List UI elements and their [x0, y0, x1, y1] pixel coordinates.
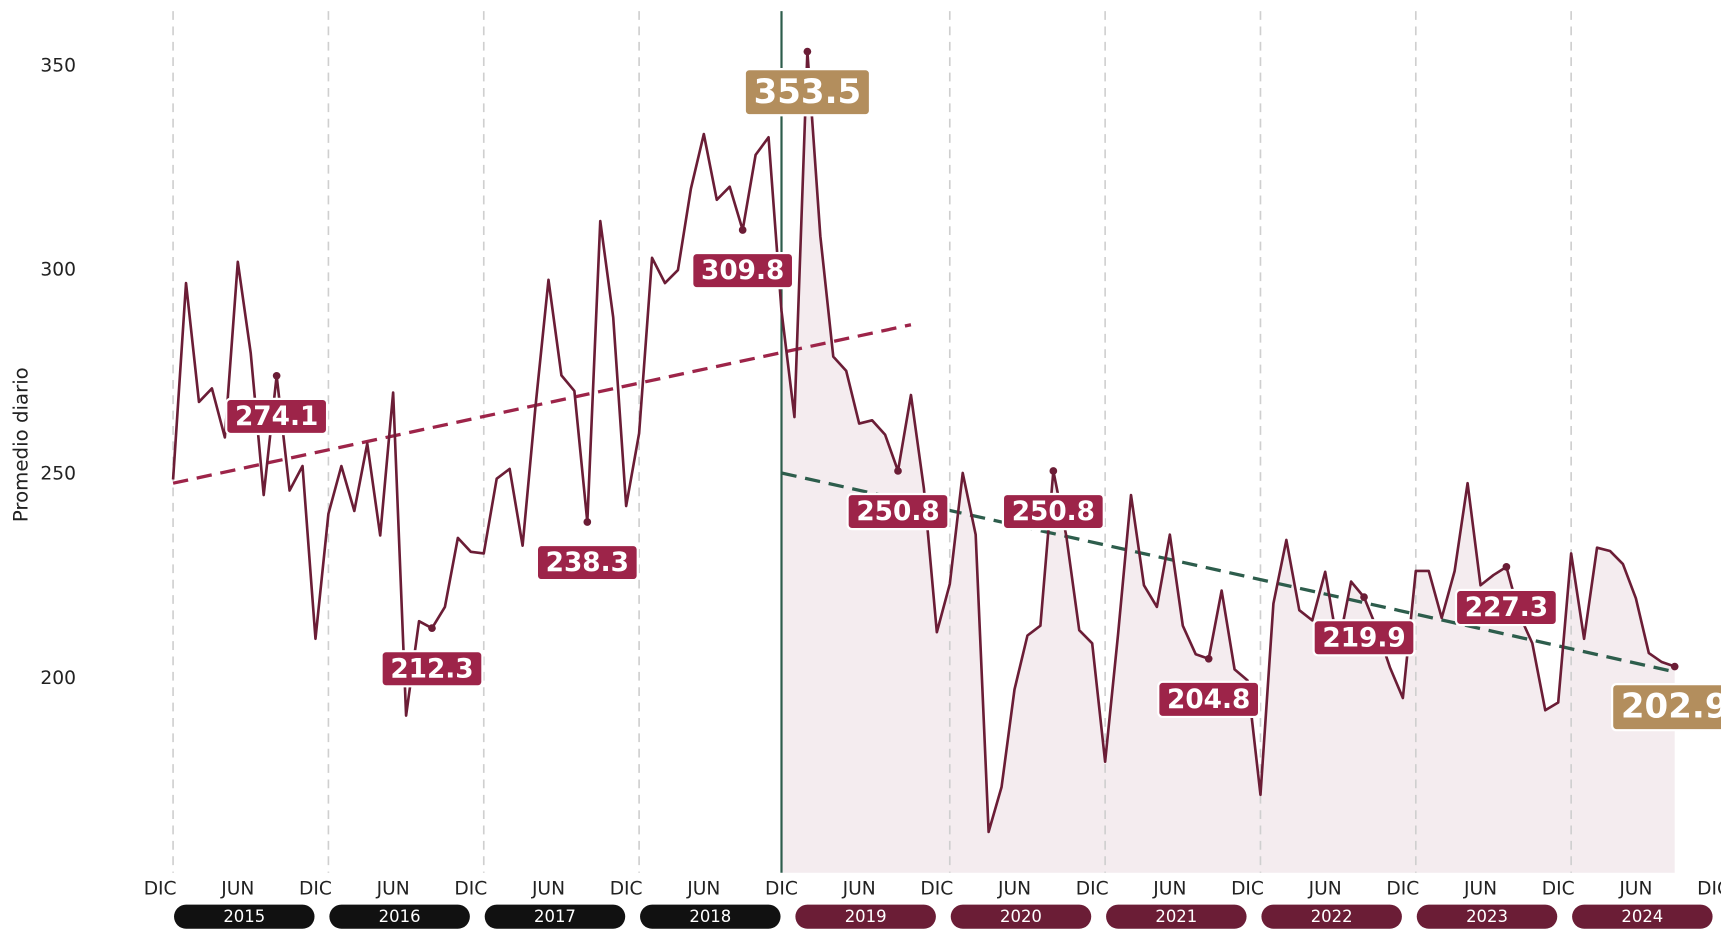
annotation-label: 353.5 — [754, 72, 862, 112]
x-tick-label: JUN — [1152, 879, 1186, 900]
annotation-dot — [1204, 654, 1213, 663]
year-label: 2021 — [1155, 907, 1197, 926]
x-tick-label: DIC — [1231, 879, 1264, 900]
annotation-box — [1454, 588, 1558, 627]
annotation-label: 212.3 — [390, 654, 473, 684]
annotation-box — [1312, 619, 1416, 657]
annotation-box — [846, 492, 950, 531]
annotation-label: 309.8 — [701, 256, 784, 286]
year-label: 2018 — [689, 907, 731, 926]
year-pill — [795, 904, 936, 929]
y-tick-label: 250 — [40, 464, 76, 485]
annotation-dot — [1049, 467, 1058, 475]
year-label: 2024 — [1621, 907, 1663, 926]
annotation-box — [1611, 683, 1721, 732]
annotation: 250.8 — [1001, 492, 1105, 531]
x-tick-label: DIC — [1697, 879, 1721, 900]
annotation: 219.9 — [1312, 619, 1416, 657]
annotation-dot — [583, 518, 592, 526]
annotation-dot — [428, 624, 436, 632]
x-tick-label: DIC — [1542, 879, 1575, 900]
annotation: 274.1 — [225, 397, 329, 436]
annotation-box — [1001, 492, 1105, 531]
annotation-dot — [803, 47, 812, 56]
x-tick-label: DIC — [920, 879, 953, 900]
x-tick-label: JUN — [686, 879, 720, 900]
annotation-label: 238.3 — [546, 548, 629, 578]
year-pill — [1261, 904, 1402, 929]
annotation-box — [380, 650, 484, 688]
y-axis-label: Promedio diario — [9, 367, 32, 522]
annotation-label: 274.1 — [235, 402, 318, 432]
annotation-label: 219.9 — [1322, 623, 1405, 653]
year-label: 2016 — [379, 907, 421, 926]
annotation-box — [743, 68, 872, 117]
annotation-dot — [1360, 593, 1368, 601]
annotation: 212.3 — [380, 650, 484, 688]
annotation-box — [691, 251, 795, 290]
year-pill — [1416, 904, 1558, 929]
annotation-dot — [1670, 662, 1679, 671]
x-tick-label: JUN — [531, 879, 565, 900]
annotation-box — [535, 543, 639, 582]
trend-line — [172, 323, 912, 485]
year-pill — [640, 904, 781, 929]
annotation: 202.9 — [1611, 683, 1721, 732]
area — [781, 51, 1675, 873]
x-tick-label: DIC — [144, 879, 177, 900]
x-tick-label: JUN — [1618, 879, 1652, 900]
annotation-dot — [272, 371, 281, 380]
x-tick-label: DIC — [765, 879, 798, 900]
annotation-label: 204.8 — [1167, 685, 1250, 715]
year-label: 2015 — [223, 907, 265, 926]
annotation: 250.8 — [846, 492, 950, 531]
annotation: 309.8 — [691, 251, 795, 290]
annotation: 227.3 — [1454, 588, 1558, 627]
y-tick-label: 350 — [40, 55, 76, 76]
year-pill — [329, 904, 470, 929]
x-tick-label: DIC — [299, 879, 332, 900]
y-tick-label: 300 — [40, 260, 76, 281]
x-tick-label: DIC — [610, 879, 643, 900]
annotation-label: 202.9 — [1621, 687, 1721, 727]
annotation: 204.8 — [1157, 680, 1261, 719]
annotation: 353.5 — [743, 68, 872, 117]
annotation-box — [225, 397, 329, 436]
annotation-label: 227.3 — [1465, 593, 1548, 623]
annotation: 238.3 — [535, 543, 639, 582]
annotation-label: 250.8 — [1012, 497, 1095, 527]
year-pill — [1572, 904, 1713, 929]
year-pill — [484, 904, 626, 929]
x-tick-label: JUN — [376, 879, 410, 900]
x-tick-label: JUN — [842, 879, 876, 900]
x-tick-label: JUN — [220, 879, 254, 900]
x-tick-label: JUN — [1463, 879, 1497, 900]
year-pill — [174, 904, 315, 929]
x-tick-label: JUN — [997, 879, 1031, 900]
year-label: 2022 — [1311, 907, 1353, 926]
data-line — [171, 50, 1676, 834]
annotation-dot — [1502, 563, 1511, 571]
year-pill — [1106, 904, 1247, 929]
year-label: 2019 — [845, 907, 887, 926]
x-tick-label: DIC — [1386, 879, 1419, 900]
x-tick-label: DIC — [454, 879, 487, 900]
y-tick-label: 200 — [40, 668, 76, 689]
annotation-label: 250.8 — [856, 497, 939, 527]
year-label: 2017 — [534, 907, 576, 926]
x-tick-label: DIC — [1076, 879, 1109, 900]
annotation-box — [1157, 680, 1261, 719]
annotation-dot — [738, 226, 747, 234]
year-pill — [950, 904, 1092, 929]
x-tick-label: JUN — [1308, 879, 1342, 900]
year-label: 2023 — [1466, 907, 1508, 926]
year-label: 2020 — [1000, 907, 1042, 926]
annotation-dot — [894, 467, 902, 475]
